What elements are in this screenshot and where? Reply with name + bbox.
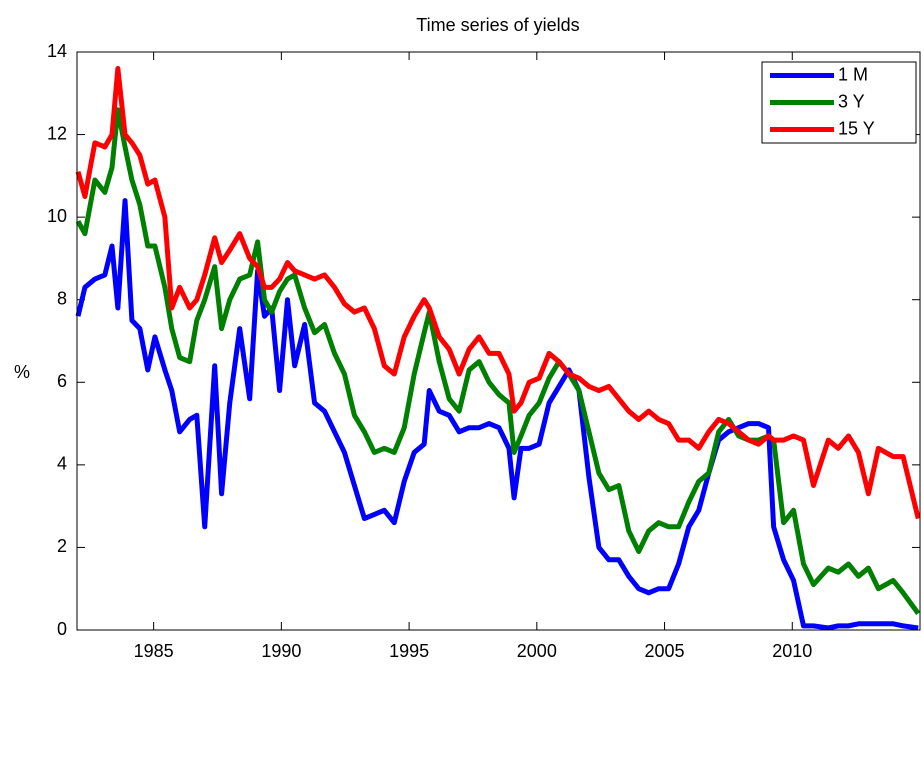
x-tick-label: 1985 [134, 641, 174, 661]
y-tick-label: 6 [57, 371, 67, 391]
y-tick-label: 2 [57, 536, 67, 556]
legend-label: 15 Y [838, 118, 875, 138]
x-tick-label: 2005 [645, 641, 685, 661]
legend-label: 1 M [838, 64, 868, 84]
x-tick-label: 1995 [389, 641, 429, 661]
y-axis-label: % [14, 362, 30, 382]
x-tick-label: 2010 [772, 641, 812, 661]
series-line [75, 107, 921, 615]
legend-label: 3 Y [838, 91, 865, 111]
chart-title: Time series of yields [416, 15, 579, 35]
x-tick-label: 2000 [517, 641, 557, 661]
series-line [75, 198, 919, 631]
x-tick-label: 1990 [261, 641, 301, 661]
y-tick-label: 14 [47, 41, 67, 61]
y-tick-label: 0 [57, 619, 67, 639]
y-tick-label: 8 [57, 288, 67, 308]
plot-frame [76, 51, 921, 631]
y-tick-label: 12 [47, 123, 67, 143]
y-tick-label: 10 [47, 206, 67, 226]
series-line [75, 66, 921, 520]
y-tick-label: 4 [57, 454, 67, 474]
